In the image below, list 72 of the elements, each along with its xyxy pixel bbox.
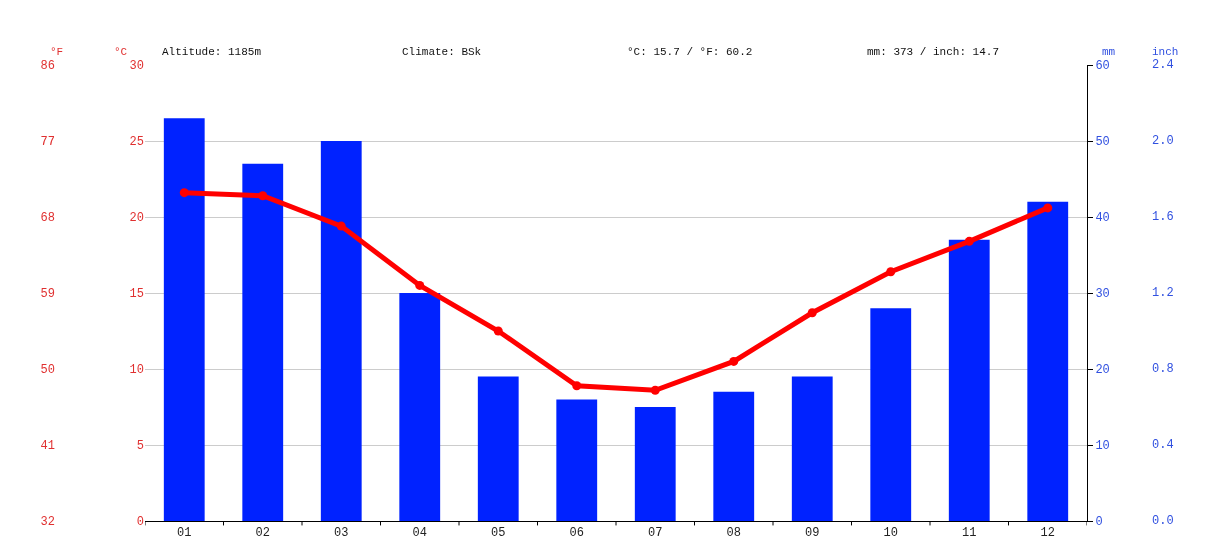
point (729, 356, 739, 366)
bar (556, 399, 598, 521)
point (493, 326, 503, 336)
x-tick-label: 12 (1040, 526, 1055, 541)
y2-tick-label: 50 (1095, 135, 1110, 150)
y-tick-label: 20 (129, 211, 144, 226)
point (807, 308, 817, 318)
text: 0.4 (1152, 438, 1174, 452)
x-tick-label: 04 (412, 526, 427, 541)
y2-tick-label: 0 (1095, 515, 1103, 530)
y3-tick-label: 41 (40, 439, 55, 454)
bar (713, 391, 755, 521)
bar (399, 293, 441, 521)
bar (242, 163, 284, 521)
x-tick-label: 08 (726, 526, 741, 541)
y3-tick-label: 59 (40, 287, 55, 302)
text: 1.6 (1152, 210, 1174, 224)
bar (320, 141, 362, 521)
point (1043, 203, 1053, 213)
x-tick-label: 02 (255, 526, 270, 541)
text: °C: 15.7 / °F: 60.2 (627, 46, 753, 58)
y-tick-label: 25 (129, 135, 144, 150)
text: Climate: BSk (402, 46, 482, 58)
y3-tick-label: 50 (40, 363, 55, 378)
y2-tick-label: 10 (1095, 439, 1110, 454)
text: 0.0 (1152, 514, 1174, 528)
point (179, 188, 189, 198)
y3-tick-label: 68 (40, 211, 55, 226)
point (886, 267, 896, 277)
point (964, 236, 974, 246)
y3-tick-label: 77 (40, 135, 55, 150)
y2-tick-label: 20 (1095, 363, 1110, 378)
y2-tick-label: 30 (1095, 287, 1110, 302)
x-tick-label: 06 (569, 526, 584, 541)
y-axis-title: °C (114, 46, 128, 58)
y2-axis-title: mm (1102, 46, 1116, 58)
y-tick-label: 15 (129, 287, 144, 302)
text: 0.8 (1152, 362, 1174, 376)
text: 2.0 (1152, 134, 1174, 148)
point (258, 191, 268, 201)
bar (870, 308, 912, 521)
y3-tick-label: 86 (40, 59, 55, 74)
bar (634, 407, 676, 521)
y3-axis-title: °F (50, 46, 64, 58)
x-tick-label: 03 (334, 526, 349, 541)
y2-tick-label: 60 (1095, 59, 1110, 74)
x-tick-label: 11 (962, 526, 977, 541)
point (572, 381, 582, 391)
text: 2.4 (1152, 58, 1174, 72)
text: 1.2 (1152, 286, 1174, 300)
x-tick-label: 09 (805, 526, 820, 541)
bar (791, 376, 833, 521)
bar (163, 118, 205, 521)
point (415, 280, 425, 290)
x-tick-label: 10 (883, 526, 898, 541)
x-tick-label: 05 (491, 526, 506, 541)
y-tick-label: 0 (136, 515, 144, 530)
y-tick-label: 10 (129, 363, 144, 378)
point (650, 385, 660, 395)
y2-tick-label: 40 (1095, 211, 1110, 226)
y-tick-label: 30 (129, 59, 144, 74)
text: Altitude: 1185m (162, 46, 262, 58)
point (336, 221, 346, 231)
y3-tick-label: 32 (40, 515, 55, 530)
bar (948, 239, 990, 521)
bar (1027, 201, 1069, 521)
x-tick-label: 07 (648, 526, 663, 541)
text: mm: 373 / inch: 14.7 (867, 46, 1000, 58)
x-tick-label: 01 (177, 526, 192, 541)
bar (477, 376, 519, 521)
y-tick-label: 5 (136, 439, 144, 454)
text: inch (1152, 46, 1179, 58)
